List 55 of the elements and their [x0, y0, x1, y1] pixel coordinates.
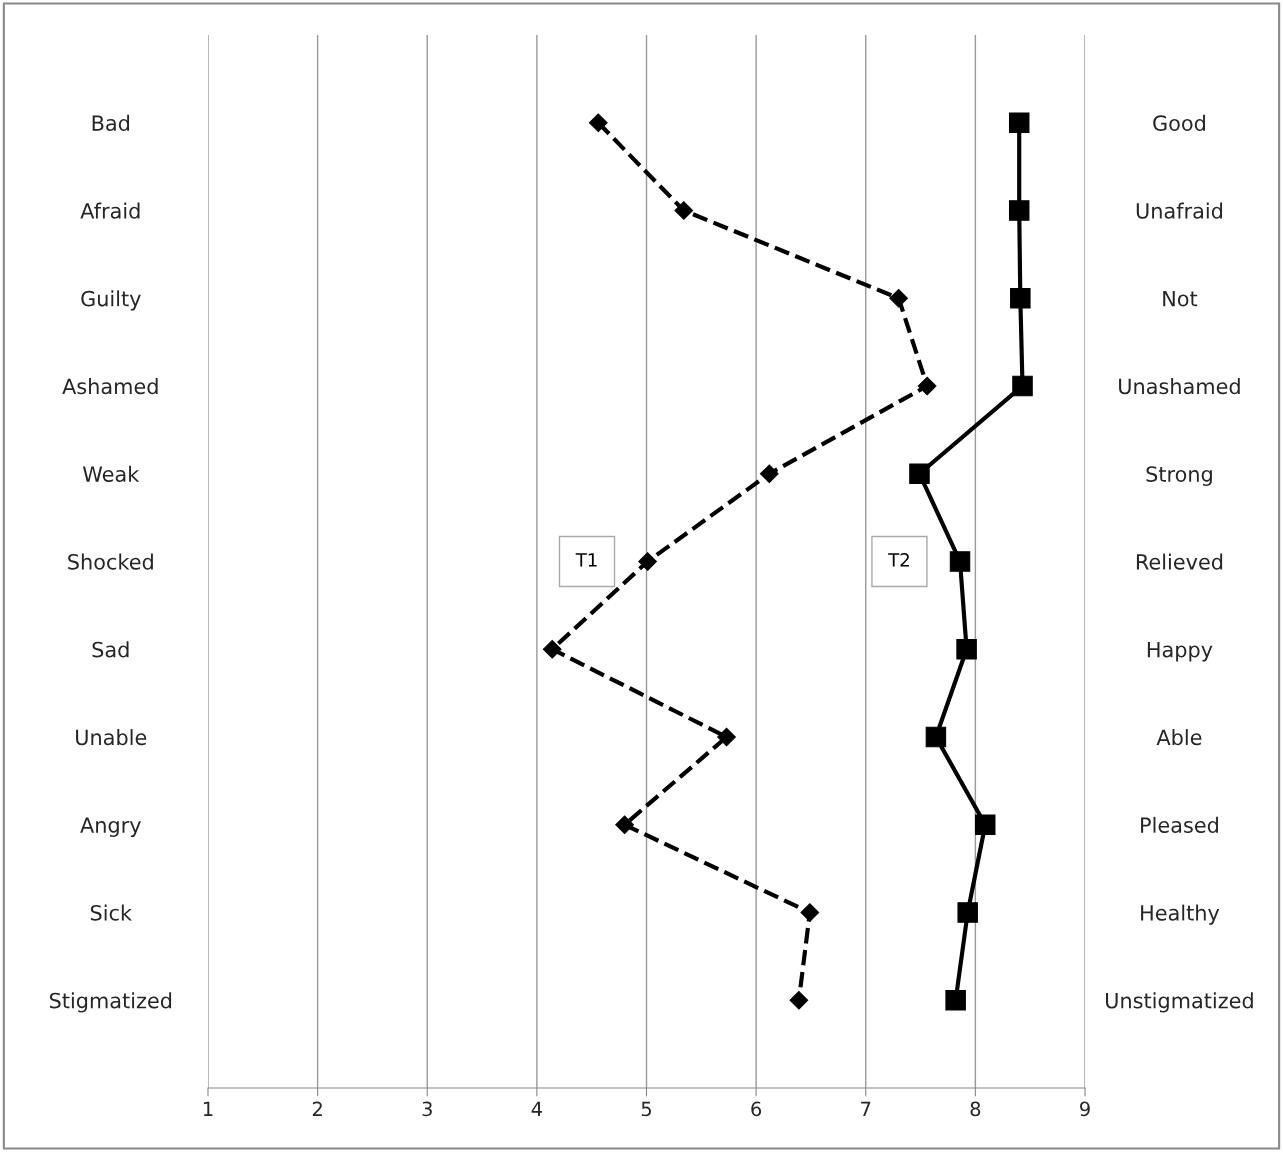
- point: [800, 903, 820, 922]
- point: [889, 288, 908, 308]
- point: [1010, 288, 1031, 309]
- y2-tick-label: Able: [1156, 729, 1202, 746]
- point: [1008, 112, 1030, 133]
- point: [542, 639, 562, 659]
- y-tick-label: Weak: [82, 465, 140, 482]
- point: [638, 552, 657, 571]
- text: T2: [888, 553, 909, 567]
- y2-tick-label: Not: [1163, 290, 1198, 307]
- y2-tick-label: Good: [1153, 114, 1205, 131]
- point: [909, 463, 930, 484]
- y-tick-label: Ashamed: [62, 378, 158, 395]
- x-tick-label: 6: [751, 1101, 762, 1117]
- point: [759, 464, 779, 484]
- y2-tick-label: Healthy: [1141, 904, 1220, 925]
- point: [789, 990, 809, 1010]
- y2-tick-label: Happy: [1147, 641, 1213, 662]
- x-tick-label: 3: [422, 1101, 432, 1117]
- point: [925, 726, 947, 748]
- point: [1008, 200, 1030, 221]
- point: [957, 902, 978, 923]
- point: [975, 814, 996, 835]
- x-tick-label: 7: [861, 1101, 871, 1116]
- x-tick-label: 1: [203, 1101, 213, 1116]
- x-tick-label: 5: [641, 1101, 651, 1117]
- y2-tick-label: Unstigmatized: [1106, 992, 1253, 1013]
- x-tick-label: 2: [312, 1101, 322, 1116]
- point: [1012, 375, 1033, 397]
- x-tick-label: 9: [1080, 1101, 1090, 1117]
- point: [588, 113, 608, 133]
- y-tick-label: Bad: [92, 114, 130, 131]
- point: [949, 551, 971, 572]
- y2-tick-label: Pleased: [1141, 816, 1218, 833]
- series-label: T1: [575, 553, 597, 567]
- y2-tick-label: Strong: [1146, 466, 1212, 486]
- y2-tick-label: Unashamed: [1119, 378, 1240, 395]
- y-tick-label: Sad: [92, 641, 129, 658]
- y-tick-label: Angry: [80, 817, 141, 837]
- point: [917, 376, 937, 396]
- point: [945, 990, 966, 1011]
- y-tick-label: Stigmatized: [49, 992, 172, 1013]
- y-tick-label: Shocked: [68, 553, 153, 570]
- y-tick-label: Guilty: [81, 290, 141, 311]
- y-tick-label: Unable: [76, 729, 147, 746]
- y-tick-label: Afraid: [80, 202, 140, 219]
- x-tick-label: 4: [531, 1101, 542, 1116]
- y2-tick-label: Unafraid: [1136, 202, 1222, 219]
- point: [717, 727, 736, 747]
- y-tick-label: Sick: [90, 904, 132, 921]
- x-tick-label: 8: [970, 1101, 981, 1117]
- y2-tick-label: Relieved: [1136, 553, 1223, 570]
- point: [674, 201, 694, 220]
- point: [615, 815, 634, 835]
- point: [956, 639, 977, 660]
